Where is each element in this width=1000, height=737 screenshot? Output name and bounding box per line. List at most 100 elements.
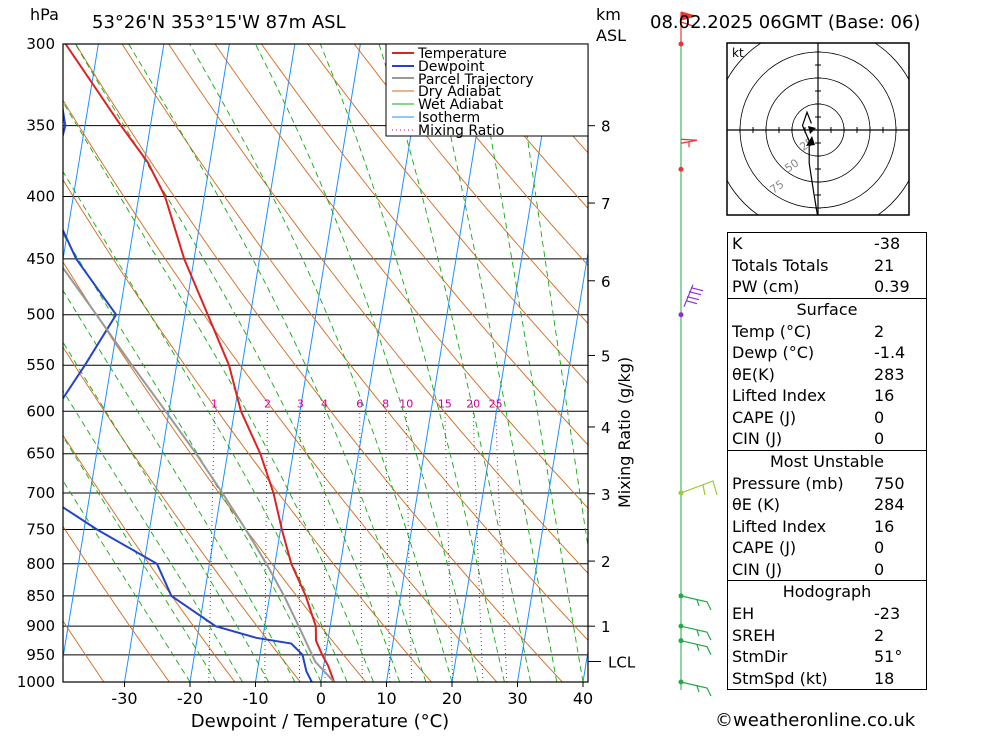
wind-level-dot — [679, 167, 684, 172]
index-value: 18 — [870, 668, 928, 690]
km-tick-label: 8 — [601, 118, 611, 136]
hodograph-ring-label: 50 — [782, 156, 801, 175]
mixing-ratio-axis-title: Mixing Ratio (g/kg) — [615, 357, 634, 508]
x-tick-label: -20 — [177, 689, 203, 708]
location-title: 53°26'N 353°15'W 87m ASL — [92, 12, 346, 33]
pressure-tick-label: 800 — [26, 555, 55, 573]
mixing-ratio-line — [324, 411, 325, 682]
mixing-ratio-label: 8 — [382, 397, 389, 410]
surface-row: CAPE (J)0 — [728, 407, 928, 429]
km-label: km — [596, 5, 621, 24]
km-tick-label: 4 — [601, 419, 611, 437]
mu-row: CIN (J)0 — [728, 559, 928, 581]
dry-adiabat-line — [122, 44, 628, 682]
pressure-tick-label: 900 — [26, 617, 55, 635]
mixing-ratio-label: 1 — [211, 397, 218, 410]
index-label: Dewp (°C) — [728, 342, 870, 364]
index-label: StmDir — [728, 646, 870, 668]
index-value: -23 — [870, 603, 928, 625]
mixing-ratio-label: 20 — [466, 397, 480, 410]
surface-row: CIN (J)0 — [728, 428, 928, 450]
pressure-tick-label: 750 — [26, 521, 55, 539]
legend-mixing-ratio: Mixing Ratio — [418, 123, 504, 139]
wet-adiabat-line — [320, 44, 504, 682]
dry-adiabat-line — [29, 44, 497, 682]
x-tick-label: 30 — [507, 689, 527, 708]
km-tick-label: 1 — [601, 618, 611, 636]
index-label: PW (cm) — [728, 276, 870, 298]
mixing-ratio-label: 10 — [399, 397, 413, 410]
index-label: CAPE (J) — [728, 407, 870, 429]
mixing-ratio-line — [265, 411, 268, 682]
wind-barb — [681, 626, 711, 640]
x-tick-label: 40 — [573, 689, 593, 708]
km-tick-label: 5 — [601, 347, 611, 365]
mixing-ratio-label: 4 — [321, 397, 328, 410]
x-tick-label: 20 — [442, 689, 462, 708]
mixing-ratio-line — [360, 411, 363, 682]
index-label: Totals Totals — [728, 255, 870, 277]
mixing-ratio-label: 2 — [264, 397, 271, 410]
surface-title: Surface — [728, 299, 926, 321]
index-value: 283 — [870, 364, 928, 386]
index-value: 0 — [870, 407, 928, 429]
index-label: Lifted Index — [728, 385, 870, 407]
index-label: θE (K) — [728, 494, 870, 516]
x-tick-label: 10 — [376, 689, 396, 708]
mixing-ratio-label: 15 — [438, 397, 452, 410]
wind-barb — [681, 139, 697, 147]
index-value: 0.39 — [870, 276, 928, 298]
index-value: -1.4 — [870, 342, 928, 364]
wet-adiabat-line — [29, 44, 373, 682]
wet-adiabat-line — [474, 44, 583, 682]
pressure-tick-label: 300 — [26, 35, 55, 53]
pressure-tick-label: 850 — [26, 587, 55, 605]
index-value: 16 — [870, 516, 928, 538]
index-value: 0 — [870, 537, 928, 559]
index-value: 2 — [870, 321, 928, 343]
x-tick-label: -30 — [111, 689, 137, 708]
x-tick-label: 0 — [316, 689, 326, 708]
wet-adiabat-line — [514, 44, 610, 682]
mixing-ratio-line — [386, 411, 390, 682]
index-label: Lifted Index — [728, 516, 870, 538]
index-label: StmSpd (kt) — [728, 668, 870, 690]
hodograph-unit: kt — [732, 46, 744, 60]
index-value: -38 — [870, 233, 928, 255]
mu-row: Pressure (mb)750 — [728, 473, 928, 495]
index-value: 284 — [870, 494, 928, 516]
index-value: 21 — [870, 255, 928, 277]
mixing-ratio-line — [496, 411, 507, 682]
mu-row: CAPE (J)0 — [728, 537, 928, 559]
pressure-tick-label: 700 — [26, 484, 55, 502]
wind-barb-shape — [681, 596, 711, 610]
lcl-label: LCL — [608, 653, 636, 671]
mixing-ratio-label: 25 — [489, 397, 503, 410]
mixing-ratio-line — [209, 411, 215, 682]
wind-barb-shape — [681, 682, 711, 696]
wind-barb — [684, 285, 703, 307]
wind-barb-shape — [684, 285, 703, 307]
index-label: θE(K) — [728, 364, 870, 386]
index-value: 0 — [870, 428, 928, 450]
pressure-tick-label: 1000 — [17, 673, 55, 691]
wind-barb-shape — [681, 139, 697, 147]
isotherm-line — [59, 44, 164, 682]
index-value: 51° — [870, 646, 928, 668]
hodo-row: StmSpd (kt)18 — [728, 668, 928, 690]
wind-barb-shape — [681, 626, 711, 640]
hodograph-start-dot — [815, 215, 821, 221]
isotherm-line — [256, 44, 361, 682]
index-label: CIN (J) — [728, 559, 870, 581]
index-value: 16 — [870, 385, 928, 407]
mixing-ratio-line — [445, 411, 453, 682]
pressure-unit-label: hPa — [30, 5, 59, 24]
km-tick-label: 7 — [601, 195, 611, 213]
wind-barb — [681, 641, 711, 655]
